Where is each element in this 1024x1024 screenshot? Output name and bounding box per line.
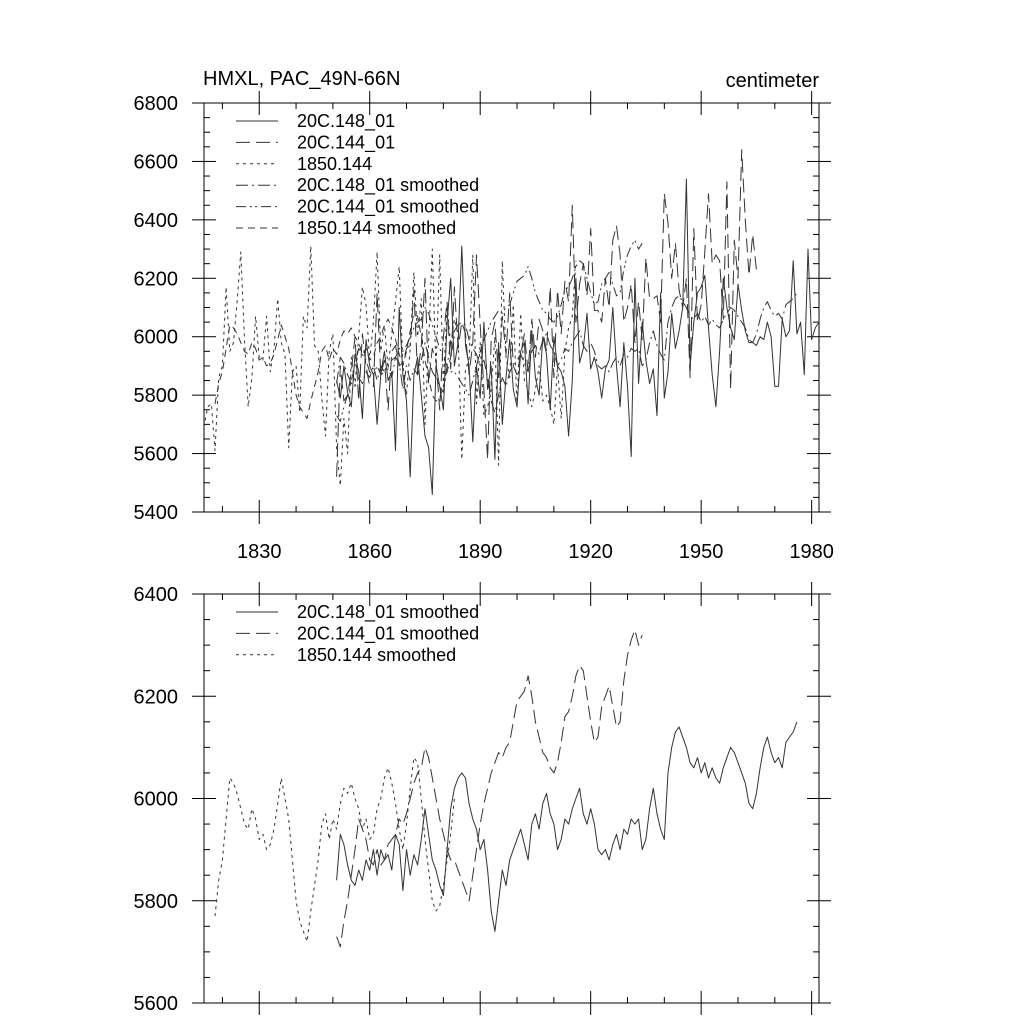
chart-title-left: HMXL, PAC_49N-66N — [203, 68, 400, 90]
top-legend-label: 20C.148_01 — [297, 111, 395, 132]
top-series-20c-144-01-smoothed — [336, 239, 643, 422]
bottom-y-tick-label: 5800 — [134, 891, 179, 913]
top-x-tick-label: 1890 — [458, 541, 503, 563]
top-legend-label: 1850.144 — [297, 154, 372, 174]
bottom-legend-label: 1850.144 smoothed — [297, 645, 456, 665]
bottom-series-20c-148-01-smoothed — [336, 721, 798, 932]
bottom-panel: 5600 5800 6000 6200 6400 20C.148_01 smoothed2… — [134, 582, 831, 1015]
top-legend-label: 1850.144 smoothed — [297, 218, 456, 238]
bottom-y-tick-label: 5600 — [134, 993, 179, 1015]
bottom-y-tick-label: 6400 — [134, 584, 179, 606]
bottom-series-20c-144-01-smoothed — [336, 629, 643, 948]
bottom-legend-label: 20C.144_01 smoothed — [297, 623, 479, 644]
top-series-20c-148-01-smoothed — [336, 292, 798, 414]
top-y-tick-label: 5600 — [134, 444, 179, 466]
bottom-series-1850-144-smoothed — [214, 757, 455, 943]
top-y-tick-label: 6200 — [134, 268, 179, 290]
top-x-tick-label: 1980 — [789, 541, 834, 563]
top-legend-label: 20C.144_01 — [297, 132, 395, 153]
top-legend-label: 20C.148_01 smoothed — [297, 175, 479, 196]
top-series-20c-144-01 — [336, 149, 757, 477]
top-y-tick-label: 6000 — [134, 327, 179, 349]
top-y-tick-label: 6600 — [134, 151, 179, 173]
top-x-tick-label: 1860 — [347, 541, 392, 563]
chart-title-units: centimeter — [726, 70, 820, 92]
bottom-legend-label: 20C.148_01 smoothed — [297, 602, 479, 623]
top-y-tick-label: 6400 — [134, 210, 179, 232]
top-series-1850-144-smoothed — [214, 312, 455, 419]
bottom-y-tick-label: 6200 — [134, 686, 179, 708]
top-x-tick-label: 1950 — [679, 541, 724, 563]
top-y-tick-label: 5800 — [134, 385, 179, 407]
top-series-1850-144 — [204, 245, 577, 487]
top-legend-label: 20C.144_01 smoothed — [297, 197, 479, 218]
top-x-tick-label: 1920 — [568, 541, 613, 563]
top-y-tick-label: 5400 — [134, 502, 179, 524]
top-x-tick-label: 1830 — [237, 541, 282, 563]
top-panel: 1830 1860 1890 1920 1950 1980 5400 5600 5800 6000… — [134, 91, 834, 563]
bottom-y-tick-label: 6000 — [134, 789, 179, 811]
top-y-tick-label: 6800 — [134, 93, 179, 115]
